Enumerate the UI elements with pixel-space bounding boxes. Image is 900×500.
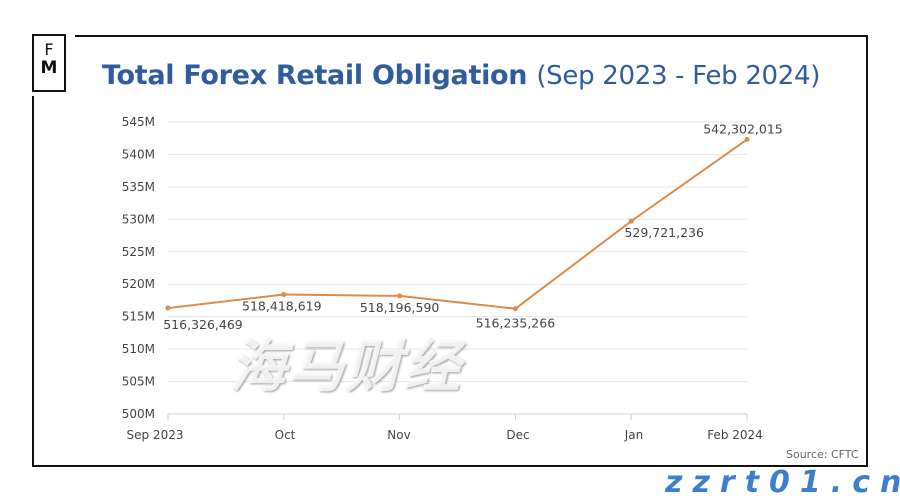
logo-m: M: [40, 58, 58, 78]
x-tick-label: Nov: [387, 428, 410, 442]
x-tick-label: Oct: [275, 428, 296, 442]
series-line: [167, 138, 748, 310]
y-tick-label: 515M: [122, 310, 155, 324]
watermark-url: zzrt01.cn: [665, 465, 900, 500]
data-point: [512, 306, 518, 312]
y-tick-label: 545M: [122, 115, 155, 129]
x-tick-label: Dec: [506, 428, 529, 442]
x-tick-label: Sep 2023: [127, 428, 184, 442]
frame-left-border: [32, 96, 34, 467]
y-tick-label: 520M: [122, 277, 155, 291]
watermark-cn: 海马财经: [230, 335, 462, 400]
frame-right-border: [866, 35, 868, 467]
y-tick-label: 535M: [122, 180, 155, 194]
y-tick-label: 500M: [122, 407, 155, 421]
title-main: Total Forex Retail Obligation: [102, 60, 528, 91]
y-tick-label: 540M: [122, 147, 155, 161]
x-tick-label: Jan: [624, 428, 644, 442]
y-tick-label: 525M: [122, 245, 155, 259]
data-label: 542,302,015: [703, 122, 783, 137]
data-point: [744, 137, 750, 143]
y-tick-label: 530M: [122, 212, 155, 226]
data-label: 516,235,266: [476, 316, 556, 331]
data-point: [397, 293, 403, 299]
x-tick-label: Feb 2024: [707, 428, 763, 442]
data-label: 518,418,619: [242, 298, 322, 313]
frame-bottom-border: [32, 465, 868, 467]
title-sub: (Sep 2023 - Feb 2024): [536, 61, 821, 91]
frame-top-border: [75, 35, 868, 37]
data-label: 518,196,590: [360, 300, 440, 315]
data-point: [628, 218, 634, 224]
data-point: [281, 291, 287, 297]
chart-title: Total Forex Retail Obligation (Sep 2023 …: [102, 60, 820, 91]
y-tick-label: 505M: [122, 375, 155, 389]
data-point: [165, 305, 171, 311]
fm-logo: F M: [32, 34, 66, 92]
y-tick-label: 510M: [122, 342, 155, 356]
data-label: 516,326,469: [163, 317, 243, 332]
source-note: Source: CFTC: [786, 448, 859, 461]
logo-f: F: [44, 40, 54, 59]
data-label: 529,721,236: [624, 225, 704, 240]
